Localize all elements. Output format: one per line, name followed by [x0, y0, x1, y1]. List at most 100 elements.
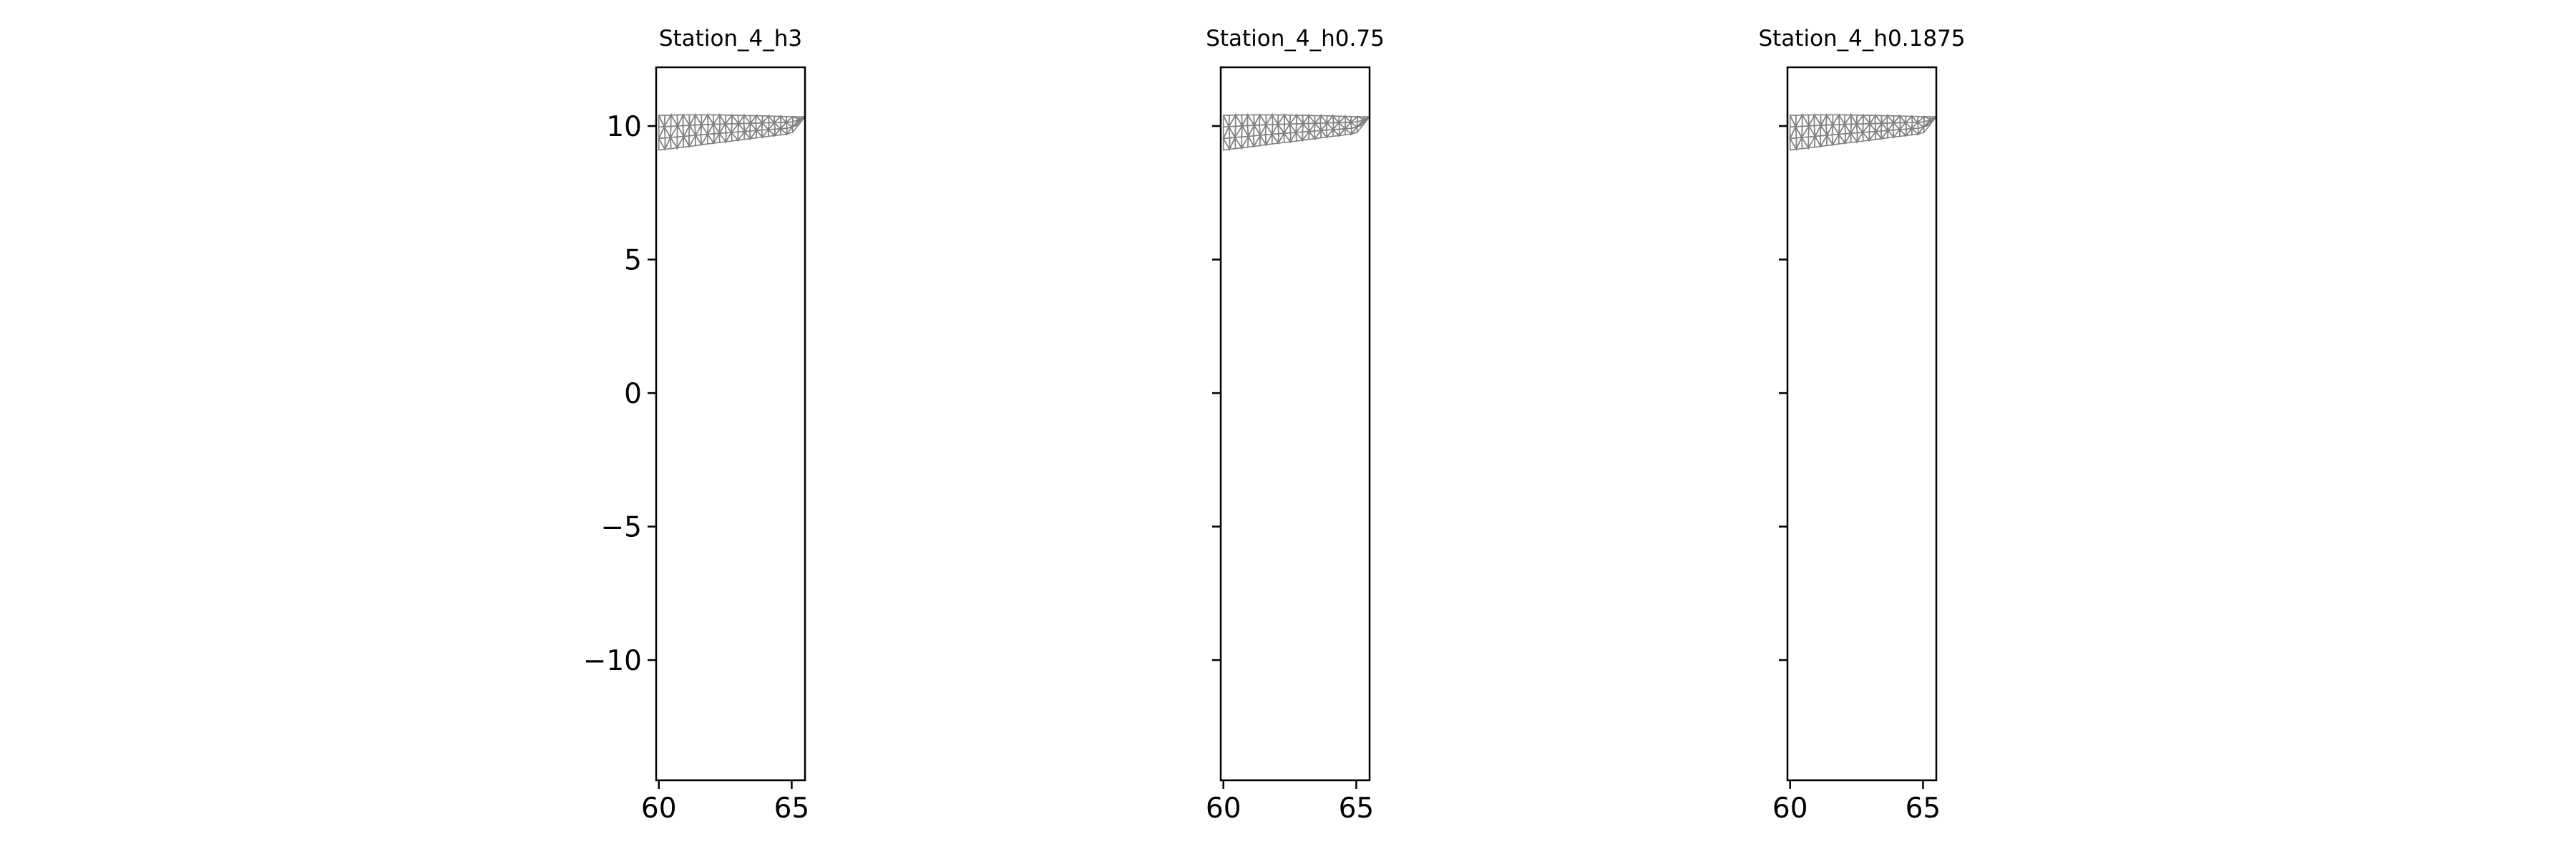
mesh-triangle — [706, 132, 715, 145]
mesh-triangle — [1332, 128, 1341, 137]
mesh-triangle — [1234, 135, 1243, 150]
mesh-triangle — [1850, 112, 1858, 125]
mesh-triangle — [707, 114, 715, 125]
mesh-triangle — [724, 122, 733, 134]
mesh-triangle — [1332, 114, 1340, 124]
mesh-triangle — [1831, 132, 1840, 146]
mesh-triangle — [1234, 112, 1244, 127]
y-tick-label: −10 — [583, 645, 642, 677]
mesh-triangle — [700, 122, 709, 136]
mesh-triangle — [1875, 130, 1883, 140]
mesh-triangle — [768, 128, 776, 137]
mesh-triangle — [1904, 121, 1913, 130]
y-tick-label: 0 — [624, 378, 642, 410]
x-tick-label: 65 — [774, 792, 810, 825]
mesh-triangle — [1345, 115, 1352, 124]
mesh-triangle — [1819, 135, 1828, 147]
mesh-triangle — [1277, 124, 1285, 135]
mesh-triangle — [1337, 121, 1347, 130]
mesh-triangle — [1843, 113, 1853, 125]
mesh-triangle — [1320, 129, 1328, 139]
mesh-triangle — [694, 112, 703, 126]
mesh-triangle — [1868, 113, 1876, 125]
mesh-triangle — [1813, 112, 1823, 127]
mesh-triangle — [1264, 122, 1274, 136]
mesh-triangle — [694, 133, 703, 147]
mesh-triangle — [1892, 127, 1901, 138]
mesh-triangle — [1887, 129, 1895, 139]
mesh-triangle — [767, 114, 776, 124]
mesh-triangle — [676, 115, 684, 127]
mesh-triangle — [1789, 136, 1797, 151]
mesh-triangle — [1264, 132, 1273, 146]
mesh-triangle — [1831, 122, 1840, 136]
axes-frame — [1786, 66, 1938, 782]
mesh-triangle — [1259, 112, 1267, 126]
mesh-triangle — [1313, 128, 1322, 140]
subplot-title: Station_4_h0.75 — [1206, 26, 1385, 52]
mesh-triangle — [682, 134, 691, 148]
mesh-triangle — [1825, 133, 1834, 147]
mesh-triangle — [773, 115, 782, 124]
mesh-triangle — [1800, 123, 1810, 138]
mesh-triangle — [1911, 127, 1920, 136]
mesh-triangle — [1283, 131, 1292, 143]
mesh-triangle — [1800, 135, 1810, 150]
mesh-triangle — [1302, 113, 1309, 125]
mesh-triangle — [682, 112, 691, 127]
x-tick-label: 65 — [1339, 792, 1375, 825]
mesh-triangle — [1886, 114, 1896, 124]
mesh-triangle — [1923, 122, 1932, 134]
mesh-group — [1222, 112, 1370, 152]
mesh-triangle — [1277, 113, 1286, 125]
mesh-triangle — [1241, 115, 1249, 127]
subplot-title: Station_4_h0.1875 — [1758, 26, 1965, 52]
mesh-triangle — [1825, 112, 1834, 126]
mesh-triangle — [658, 115, 665, 128]
y-tick-label: −5 — [601, 512, 643, 544]
mesh-triangle — [1325, 121, 1335, 131]
mesh-triangle — [779, 127, 789, 136]
mesh-triangle — [1929, 116, 1937, 125]
axes-frame — [655, 66, 806, 782]
mesh-triangle — [755, 114, 764, 124]
mesh-triangle — [1272, 114, 1279, 125]
mesh-triangle — [1319, 114, 1329, 124]
mesh-triangle — [1838, 114, 1846, 125]
mesh-triangle — [780, 115, 788, 124]
mesh-triangle — [761, 127, 769, 138]
mesh-triangle — [1850, 131, 1858, 143]
mesh-triangle — [1874, 114, 1883, 125]
mesh-triangle — [1855, 122, 1864, 134]
mesh-triangle — [761, 121, 770, 131]
mesh-triangle — [1272, 132, 1279, 145]
mesh-triangle — [1911, 115, 1919, 124]
mesh-triangle — [743, 114, 752, 125]
x-tick-label: 60 — [1772, 792, 1808, 825]
subplot-title: Station_4_h3 — [659, 26, 802, 52]
mesh-triangle — [1838, 132, 1846, 145]
mesh-triangle — [718, 112, 726, 125]
y-tick-label: 10 — [606, 111, 642, 143]
mesh-triangle — [1246, 112, 1256, 127]
mesh-triangle — [1795, 126, 1803, 139]
mesh-triangle — [791, 122, 801, 134]
subplot-station-4-h3: Station_4_h3 10 5 0 −5 −10 60 65 — [583, 26, 810, 825]
mesh-triangle — [1880, 128, 1889, 140]
mesh-triangle — [1337, 115, 1347, 124]
y-tick-label: 5 — [624, 245, 642, 277]
mesh-triangle — [1246, 134, 1255, 148]
x-tick-label: 65 — [1906, 792, 1941, 825]
mesh-triangle — [1325, 127, 1334, 138]
mesh-triangle — [1289, 122, 1297, 134]
mesh-triangle — [1899, 128, 1908, 137]
axes-frame — [1219, 66, 1371, 782]
mesh-triangle — [737, 113, 745, 125]
mesh-triangle — [731, 130, 739, 142]
x-tick-label: 60 — [641, 792, 677, 825]
mesh-triangle — [1222, 136, 1231, 151]
subplot-station-4-h0-75: Station_4_h0.75 60 65 — [1206, 26, 1385, 825]
mesh-triangle — [1283, 112, 1291, 125]
mesh-triangle — [658, 136, 666, 151]
